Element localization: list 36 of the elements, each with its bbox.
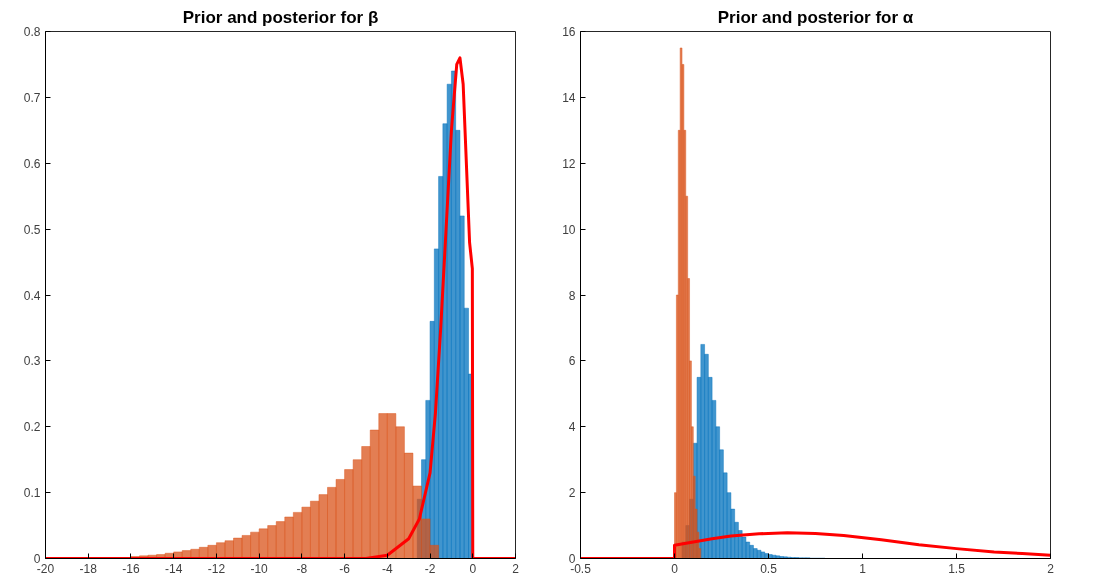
x-tick-label: -2 — [424, 561, 436, 576]
y-tick-label: 10 — [562, 222, 576, 237]
y-tick-label: 0.1 — [23, 486, 41, 501]
y-tick-label: 0.6 — [23, 156, 41, 171]
x-tick-label: 2 — [1047, 561, 1055, 576]
y-tick-label: 0.8 — [23, 25, 41, 39]
x-tick-label: 0 — [671, 561, 679, 576]
y-tick-label: 14 — [562, 90, 576, 105]
x-tick-label: 0 — [469, 561, 477, 576]
x-tick-label: 2 — [512, 561, 520, 576]
x-tick-label: -12 — [207, 561, 226, 576]
y-tick-label: 6 — [568, 354, 576, 369]
x-tick-label: 0.5 — [760, 561, 778, 576]
x-tick-label: -16 — [122, 561, 140, 576]
x-tick-label: 1.5 — [948, 561, 966, 576]
y-tick-label: 8 — [568, 288, 576, 303]
y-tick-label: 0.2 — [23, 420, 41, 435]
y-tick-label: 0.4 — [23, 288, 41, 303]
x-tick-label: -10 — [250, 561, 269, 576]
y-tick-label: 2 — [568, 486, 576, 501]
y-tick-label: 0 — [33, 552, 41, 566]
x-tick-label: 1 — [859, 561, 867, 576]
y-tick-label: 0.3 — [23, 354, 41, 369]
y-tick-label: 0.5 — [23, 222, 41, 237]
chart-title: Prior and posterior for β — [182, 7, 379, 27]
chart-title: Prior and posterior for α — [717, 7, 914, 27]
y-tick-label: 0.7 — [23, 90, 41, 105]
y-tick-label: 12 — [562, 156, 576, 171]
x-tick-label: -18 — [79, 561, 98, 576]
y-tick-label: 0 — [568, 552, 576, 566]
x-tick-label: -4 — [381, 561, 393, 576]
y-tick-label: 4 — [568, 420, 576, 435]
x-tick-label: -8 — [296, 561, 308, 576]
y-tick-label: 16 — [562, 25, 576, 39]
x-tick-label: -6 — [339, 561, 351, 576]
x-tick-label: -14 — [165, 561, 183, 576]
